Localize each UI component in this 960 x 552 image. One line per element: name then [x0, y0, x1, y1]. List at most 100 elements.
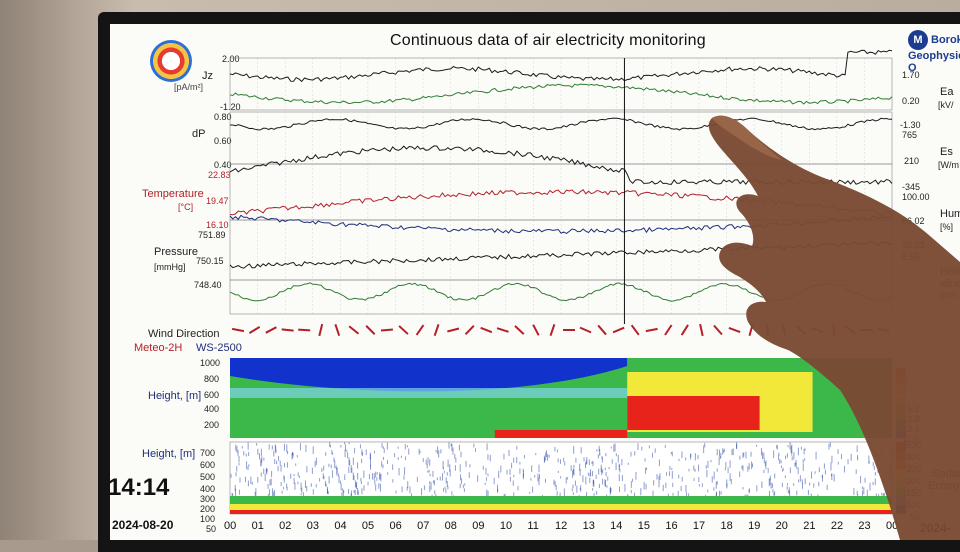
x-tick: 09 [472, 520, 484, 532]
echo-dot [781, 466, 782, 469]
echo-dot [378, 483, 379, 488]
echo-dot [831, 474, 832, 477]
wind-arrow [417, 325, 424, 335]
echo-dot [624, 484, 625, 492]
echo-dot [787, 483, 788, 485]
echo-dot [380, 484, 381, 492]
echo-dot [278, 466, 279, 471]
echo-dot [831, 456, 832, 463]
echo-dot [739, 471, 740, 477]
echo-dot [387, 443, 388, 450]
echo-dot [788, 490, 789, 494]
echo-dot [417, 477, 418, 482]
echo-dot [460, 452, 461, 458]
echo-dot [830, 462, 831, 470]
wind-arrow [481, 328, 492, 332]
colorbar-2-segment [896, 469, 906, 478]
echo-dot [593, 461, 594, 466]
echo-dot [865, 478, 866, 483]
echo-dot [756, 445, 757, 447]
echo-dot [448, 460, 449, 468]
echo-dot [860, 476, 861, 483]
echo-dot [231, 474, 232, 478]
x-tick: 18 [721, 520, 733, 532]
echo-dot [516, 446, 517, 450]
echo-dot [374, 473, 375, 480]
echo-dot [473, 444, 474, 448]
echo-dot [805, 448, 806, 450]
echo-dot [706, 470, 707, 477]
echo-dot [791, 446, 792, 453]
echo-dot [398, 457, 399, 460]
echo-dot [796, 467, 797, 469]
echo-dot [659, 480, 660, 487]
echo-dot [819, 467, 820, 472]
echo-dot [635, 472, 636, 480]
echo-dot [640, 488, 641, 495]
echo-dot [851, 454, 852, 461]
echo-dot [891, 473, 892, 481]
echo-dot [890, 462, 891, 469]
echo-dot [782, 469, 783, 471]
echogram-yellow-band [230, 504, 892, 510]
echo-dot [443, 488, 444, 492]
echo-dot [261, 456, 262, 462]
echo-dot [429, 485, 430, 492]
echo-dot [405, 456, 406, 460]
echo-dot [331, 464, 332, 468]
echo-dot [444, 487, 445, 489]
heatmap-1-red [627, 396, 759, 430]
wind-arrow [381, 330, 393, 331]
echo-dot [497, 489, 498, 493]
echo-dot [544, 457, 545, 462]
echo-dot [360, 478, 361, 481]
echo-dot [644, 482, 645, 489]
x-tick: 10 [500, 520, 512, 532]
echo-dot [733, 448, 734, 455]
echo-dot [426, 460, 427, 465]
wind-arrow [497, 328, 508, 332]
x-tick: 05 [362, 520, 374, 532]
echo-dot [663, 485, 664, 491]
echo-dot [434, 480, 435, 485]
colorbar-2-segment [896, 442, 906, 451]
echo-dot [573, 492, 574, 495]
echo-dot [248, 442, 249, 449]
wind-arrow [878, 329, 890, 331]
echo-dot [881, 448, 882, 454]
echo-dot [809, 483, 810, 486]
colorbar-2-segment [896, 451, 906, 460]
echo-dot [605, 468, 606, 471]
echo-dot [641, 447, 642, 451]
echo-dot [602, 479, 603, 485]
echo-dot [838, 449, 839, 454]
echo-dot [392, 464, 393, 470]
echo-dot [442, 473, 443, 480]
echo-dot [332, 470, 333, 478]
echo-dot [377, 472, 378, 474]
echo-dot [429, 459, 430, 465]
echo-dot [774, 474, 775, 479]
echo-dot [287, 487, 288, 491]
echo-dot [712, 476, 713, 482]
echo-dot [485, 468, 486, 475]
echo-dot [271, 478, 272, 485]
echo-dot [271, 471, 272, 477]
echo-dot [871, 447, 872, 451]
x-tick: 22 [831, 520, 843, 532]
echo-dot [238, 450, 239, 456]
echo-dot [862, 491, 863, 497]
echo-dot [498, 471, 499, 478]
echo-dot [450, 470, 451, 477]
echo-dot [690, 454, 691, 458]
echo-dot [523, 473, 524, 479]
x-tick: 21 [803, 520, 815, 532]
echo-dot [649, 445, 650, 448]
echo-dot [547, 454, 548, 460]
echo-dot [553, 480, 554, 485]
echo-dot [717, 449, 718, 455]
echo-dot [353, 457, 354, 464]
echo-dot [286, 444, 287, 452]
echo-dot [825, 470, 826, 475]
echo-dot [245, 477, 246, 482]
